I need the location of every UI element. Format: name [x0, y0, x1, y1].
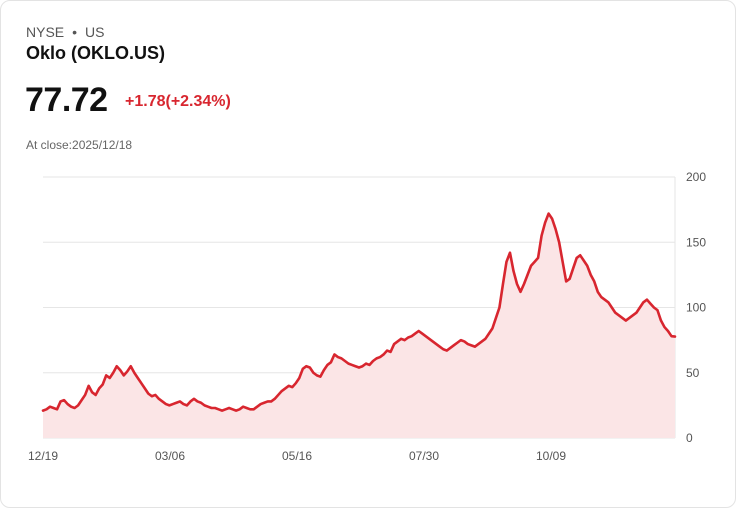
y-tick-label: 0 — [686, 431, 693, 445]
exchange-info: NYSE • US — [26, 24, 104, 40]
y-axis-ticks: 0 50 100 150 200 — [686, 170, 706, 445]
stock-title: Oklo (OKLO.US) — [26, 43, 165, 63]
separator-dot: • — [72, 24, 78, 40]
price-area-fill — [43, 213, 675, 438]
x-tick-label: 12/19 — [28, 449, 58, 463]
country-code: US — [85, 24, 105, 40]
y-tick-label: 100 — [686, 301, 706, 315]
price-change: +1.78(+2.34%) — [125, 93, 231, 110]
x-tick-label: 03/06 — [155, 449, 185, 463]
close-timestamp: At close:2025/12/18 — [26, 138, 133, 152]
x-tick-label: 05/16 — [282, 449, 312, 463]
price-line[interactable] — [41, 212, 677, 412]
x-tick-label: 10/09 — [536, 449, 566, 463]
y-tick-label: 50 — [686, 366, 700, 380]
exchange-name: NYSE — [26, 24, 65, 40]
x-tick-label: 07/30 — [409, 449, 439, 463]
y-tick-label: 200 — [686, 170, 706, 184]
y-tick-label: 150 — [686, 235, 706, 249]
x-axis-ticks: 12/19 03/06 05/16 07/30 10/09 — [28, 449, 566, 463]
last-price: 77.72 — [25, 81, 108, 119]
